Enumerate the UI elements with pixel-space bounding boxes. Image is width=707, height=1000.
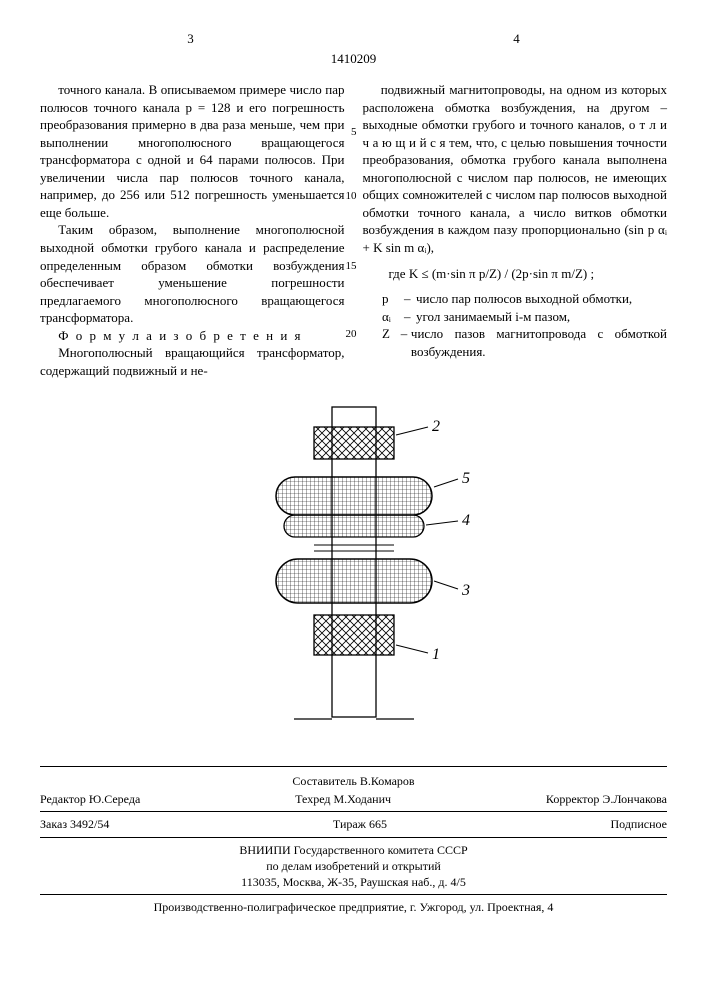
definitions: p–число пар полюсов выходной обмотки, αᵢ…	[382, 290, 667, 360]
formula: где K ≤ (m·sin π p/Z) / (2p·sin π m/Z) ;	[389, 265, 668, 283]
order: Заказ 3492/54	[40, 816, 109, 832]
line-mark-5: 5	[351, 125, 357, 140]
transformer-diagram: 2 5 4 3 1	[214, 397, 494, 737]
editor: Редактор Ю.Середа	[40, 791, 140, 807]
line-mark-20: 20	[346, 327, 357, 342]
page-right: 4	[366, 30, 667, 48]
def-sym-p: p	[382, 290, 404, 308]
def-alpha: угол занимаемый i-м пазом,	[416, 308, 570, 326]
footer: Составитель В.Комаров Редактор Ю.Середа …	[40, 766, 667, 915]
printer: Производственно-полиграфическое предприя…	[40, 899, 667, 915]
org2: по делам изобретений и открытий	[40, 858, 667, 874]
left-p1: точного канала. В описываемом примере чи…	[40, 81, 345, 221]
formula-heading: Ф о р м у л а и з о б р е т е н и я	[40, 327, 345, 345]
tirazh: Тираж 665	[333, 816, 387, 832]
figure-label-5: 5	[462, 470, 470, 487]
def-z: число пазов магнитопровода с обмоткой во…	[411, 325, 667, 360]
figure: 2 5 4 3 1	[40, 397, 667, 742]
techred: Техред М.Ходанич	[295, 791, 391, 807]
def-sym-z: Z	[382, 325, 401, 360]
page-numbers: 3 4	[40, 30, 667, 48]
text-columns: точного канала. В описываемом примере чи…	[40, 81, 667, 379]
right-column: подвижный магнитопроводы, на одном из ко…	[363, 81, 668, 379]
line-mark-10: 10	[346, 189, 357, 204]
left-column: точного канала. В описываемом примере чи…	[40, 81, 345, 379]
page-left: 3	[40, 30, 341, 48]
def-p: число пар полюсов выходной обмотки,	[416, 290, 632, 308]
def-sym-alpha: αᵢ	[382, 308, 404, 326]
figure-label-3: 3	[461, 582, 470, 599]
subscribe: Подписное	[611, 816, 668, 832]
compiler: Составитель В.Комаров	[40, 773, 667, 789]
left-p3: Многополюсный вращающийся трансформатор,…	[40, 344, 345, 379]
org1: ВНИИПИ Государственного комитета СССР	[40, 842, 667, 858]
address: 113035, Москва, Ж-35, Раушская наб., д. …	[40, 874, 667, 890]
figure-label-1: 1	[432, 646, 440, 663]
figure-label-2: 2	[432, 418, 440, 435]
right-p1: подвижный магнитопроводы, на одном из ко…	[363, 81, 668, 256]
figure-label-4: 4	[462, 512, 470, 529]
line-mark-15: 15	[346, 259, 357, 274]
corrector: Корректор Э.Лончакова	[546, 791, 667, 807]
doc-number: 1410209	[40, 50, 667, 68]
left-p2: Таким образом, выполнение многополюсной …	[40, 221, 345, 326]
